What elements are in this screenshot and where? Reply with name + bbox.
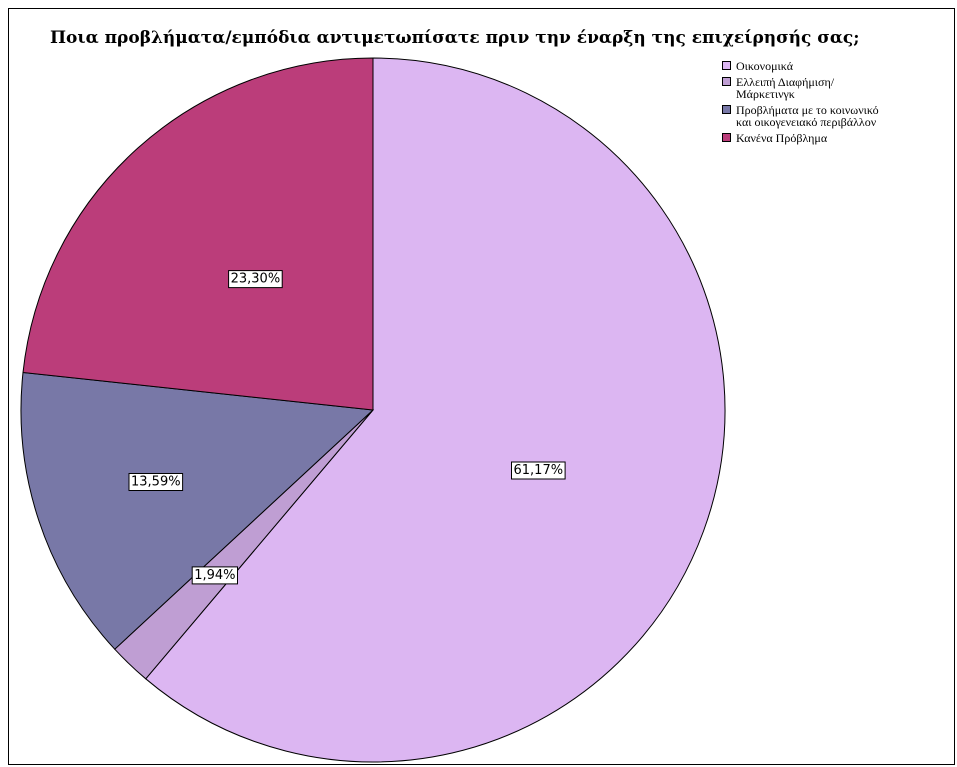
data-label-text: 61,17%	[514, 463, 564, 478]
data-label: 23,30%	[228, 270, 283, 289]
legend-item: Προβλήματα με το κοινωνικό και οικογενει…	[722, 104, 952, 128]
legend-item: Ελλειπή Διαφήμιση/ Μάρκετινγκ	[722, 76, 952, 100]
data-label-box	[128, 473, 184, 491]
legend-label-line: Κανένα Πρόβλημα	[736, 131, 828, 145]
pie-slice	[22, 57, 374, 411]
data-label: 1,94%	[191, 566, 238, 585]
data-label: 61,17%	[511, 461, 566, 480]
legend: Οικονομικά Ελλειπή Διαφήμιση/ Μάρκετινγκ…	[722, 60, 952, 148]
data-label-text: 1,94%	[194, 568, 235, 583]
legend-item: Οικονομικά	[722, 60, 952, 72]
legend-swatch	[722, 133, 731, 142]
legend-label-line: Προβλήματα με το κοινωνικό	[736, 103, 879, 117]
legend-label-line: Μάρκετινγκ	[736, 87, 795, 101]
pie-slices	[20, 57, 726, 763]
chart-title: Ποια προβλήματα/εμπόδια αντιμετωπίσατε π…	[50, 28, 860, 48]
legend-item: Κανένα Πρόβλημα	[722, 132, 952, 144]
data-label: 13,59%	[128, 473, 184, 491]
data-label-text: 23,30%	[231, 272, 281, 287]
data-label-text: 13,59%	[131, 475, 181, 490]
pie-data-labels: 61,17% 1,94% 13,59% 23,30%	[128, 270, 566, 585]
pie-slice	[20, 371, 375, 650]
data-label-box	[191, 566, 238, 585]
legend-label-line: Ελλειπή Διαφήμιση/	[736, 75, 835, 89]
legend-label-line: και οικογενειακό περιβάλλον	[736, 115, 877, 129]
legend-swatch	[722, 77, 731, 86]
legend-swatch	[722, 105, 731, 114]
data-label-box	[511, 461, 566, 480]
data-label-box	[228, 270, 283, 289]
legend-swatch	[722, 61, 731, 70]
pie-slice	[145, 57, 726, 763]
legend-label-line: Οικονομικά	[736, 59, 793, 73]
